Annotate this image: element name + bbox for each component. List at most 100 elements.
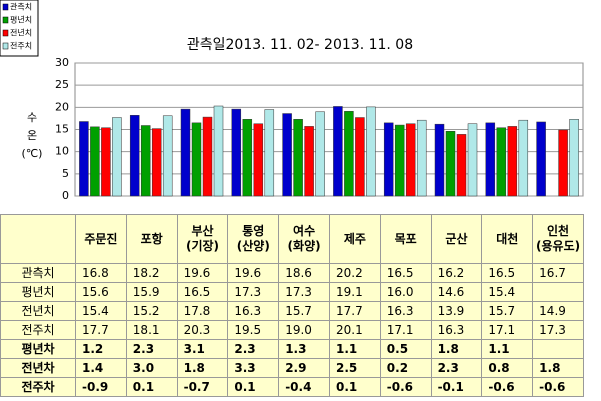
bar (467, 123, 478, 197)
bar (162, 115, 173, 197)
bar (140, 125, 151, 197)
bar (151, 128, 162, 197)
table-cell: 16.3 (430, 320, 483, 340)
bar (129, 115, 140, 197)
table-cell: 14.9 (532, 301, 584, 321)
table-cell (532, 339, 584, 359)
bar (231, 108, 242, 197)
table-cell: 1.1 (328, 339, 381, 359)
bar (456, 134, 467, 197)
table-cell: 관측치 (0, 263, 76, 283)
bar (304, 126, 314, 197)
table-cell: 평년치 (0, 282, 76, 302)
table-cell (532, 282, 584, 302)
table-cell: 전주치 (0, 320, 76, 340)
table-cell: 평년차 (0, 339, 76, 359)
table-cell: 0.8 (481, 358, 534, 378)
table-cell: 16.5 (481, 263, 534, 283)
table-cell: -0.6 (481, 377, 534, 397)
bar (333, 106, 343, 197)
table-cell: 19.6 (176, 263, 229, 283)
bar (101, 127, 111, 197)
table-cell: 1.3 (278, 339, 330, 359)
bar (90, 126, 100, 197)
table-cell: 14.6 (430, 282, 483, 302)
table-cell: 0.2 (379, 358, 432, 378)
table-cell: 18.1 (125, 320, 178, 340)
table-cell: 15.9 (125, 282, 178, 302)
y-axis-label: 수 (27, 111, 37, 124)
table-cell: 17.1 (481, 320, 534, 340)
table-cell: 1.4 (75, 358, 127, 378)
legend-swatch (2, 16, 9, 24)
table-cell: 목포 (379, 214, 432, 264)
legend-swatch (2, 42, 9, 50)
table-cell: 제주 (328, 214, 381, 264)
bar (558, 129, 568, 197)
bar (293, 119, 303, 197)
legend-label: 전년치 (10, 28, 32, 38)
legend-swatch (2, 3, 9, 11)
bar (383, 122, 394, 197)
legend-label: 관측치 (10, 2, 32, 12)
bar (282, 113, 292, 197)
data-table: 주문진 포항 부산 (기장) 통영 (산양) 여수 (화양) 제주 목포 군산 대천 인천 (용유… (0, 214, 584, 397)
table-cell: -0.9 (75, 377, 127, 397)
table-cell: 16.2 (430, 263, 483, 283)
table-row: 평년차 1.2 2.3 3.1 2.3 1.3 1.1 0.5 1.8 1.1 (0, 339, 584, 359)
table-row: 주문진 포항 부산 (기장) 통영 (산양) 여수 (화양) 제주 목포 군산 대천 인천 (용유… (0, 214, 584, 264)
bar (366, 106, 376, 197)
table-cell: 15.4 (75, 301, 127, 321)
table-row: 전년치 15.4 15.2 17.8 16.3 15.7 17.7 16.3 13.9 15.7 1… (0, 301, 584, 321)
bar (445, 131, 456, 197)
table-cell: 1.2 (75, 339, 127, 359)
table-cell: 18.2 (125, 263, 178, 283)
legend-swatch (2, 29, 9, 37)
table-cell: 16.3 (379, 301, 432, 321)
table-cell: 17.3 (532, 320, 584, 340)
table-cell: -0.6 (379, 377, 432, 397)
y-tick-label: 30 (55, 56, 69, 69)
bar (242, 119, 253, 197)
table-cell: 2.9 (278, 358, 330, 378)
table-row: 평년치 15.6 15.9 16.5 17.3 17.3 19.1 16.0 14.6 15.4 (0, 282, 584, 302)
bar (79, 121, 89, 197)
table-cell: 19.6 (227, 263, 280, 283)
table-cell: 3.3 (227, 358, 280, 378)
bar (202, 116, 213, 197)
table-cell: 19.5 (227, 320, 280, 340)
y-tick-label: 15 (55, 123, 69, 136)
table-cell: 16.8 (75, 263, 127, 283)
bar (434, 123, 445, 197)
y-tick-label: 0 (62, 189, 69, 202)
bar (253, 123, 264, 197)
bar (518, 119, 529, 197)
table-cell: 16.5 (176, 282, 229, 302)
table-cell: 전주차 (0, 377, 76, 397)
table-cell: -0.6 (532, 377, 584, 397)
table-cell: 15.2 (125, 301, 178, 321)
bar (315, 111, 325, 197)
bar (344, 111, 354, 197)
bar (180, 108, 191, 197)
table-cell: 군산 (430, 214, 483, 264)
bar (355, 117, 365, 197)
table-cell: -0.7 (176, 377, 229, 397)
table-cell: 0.1 (125, 377, 178, 397)
table-cell: 1.1 (481, 339, 534, 359)
table-cell: 인천 (용유도) (532, 214, 584, 264)
table-cell: 전년차 (0, 358, 76, 378)
bar (405, 123, 416, 197)
table-cell: 15.6 (75, 282, 127, 302)
table-cell: 1.8 (532, 358, 584, 378)
table-cell: 1.8 (176, 358, 229, 378)
table-cell: 17.1 (379, 320, 432, 340)
table-cell: 여수 (화양) (278, 214, 330, 264)
bar (536, 121, 546, 197)
table-cell: 20.1 (328, 320, 381, 340)
table-cell: 20.3 (176, 320, 229, 340)
table-cell: 17.8 (176, 301, 229, 321)
table-cell: 대천 (481, 214, 534, 264)
bar (264, 109, 275, 197)
bar (191, 122, 202, 197)
